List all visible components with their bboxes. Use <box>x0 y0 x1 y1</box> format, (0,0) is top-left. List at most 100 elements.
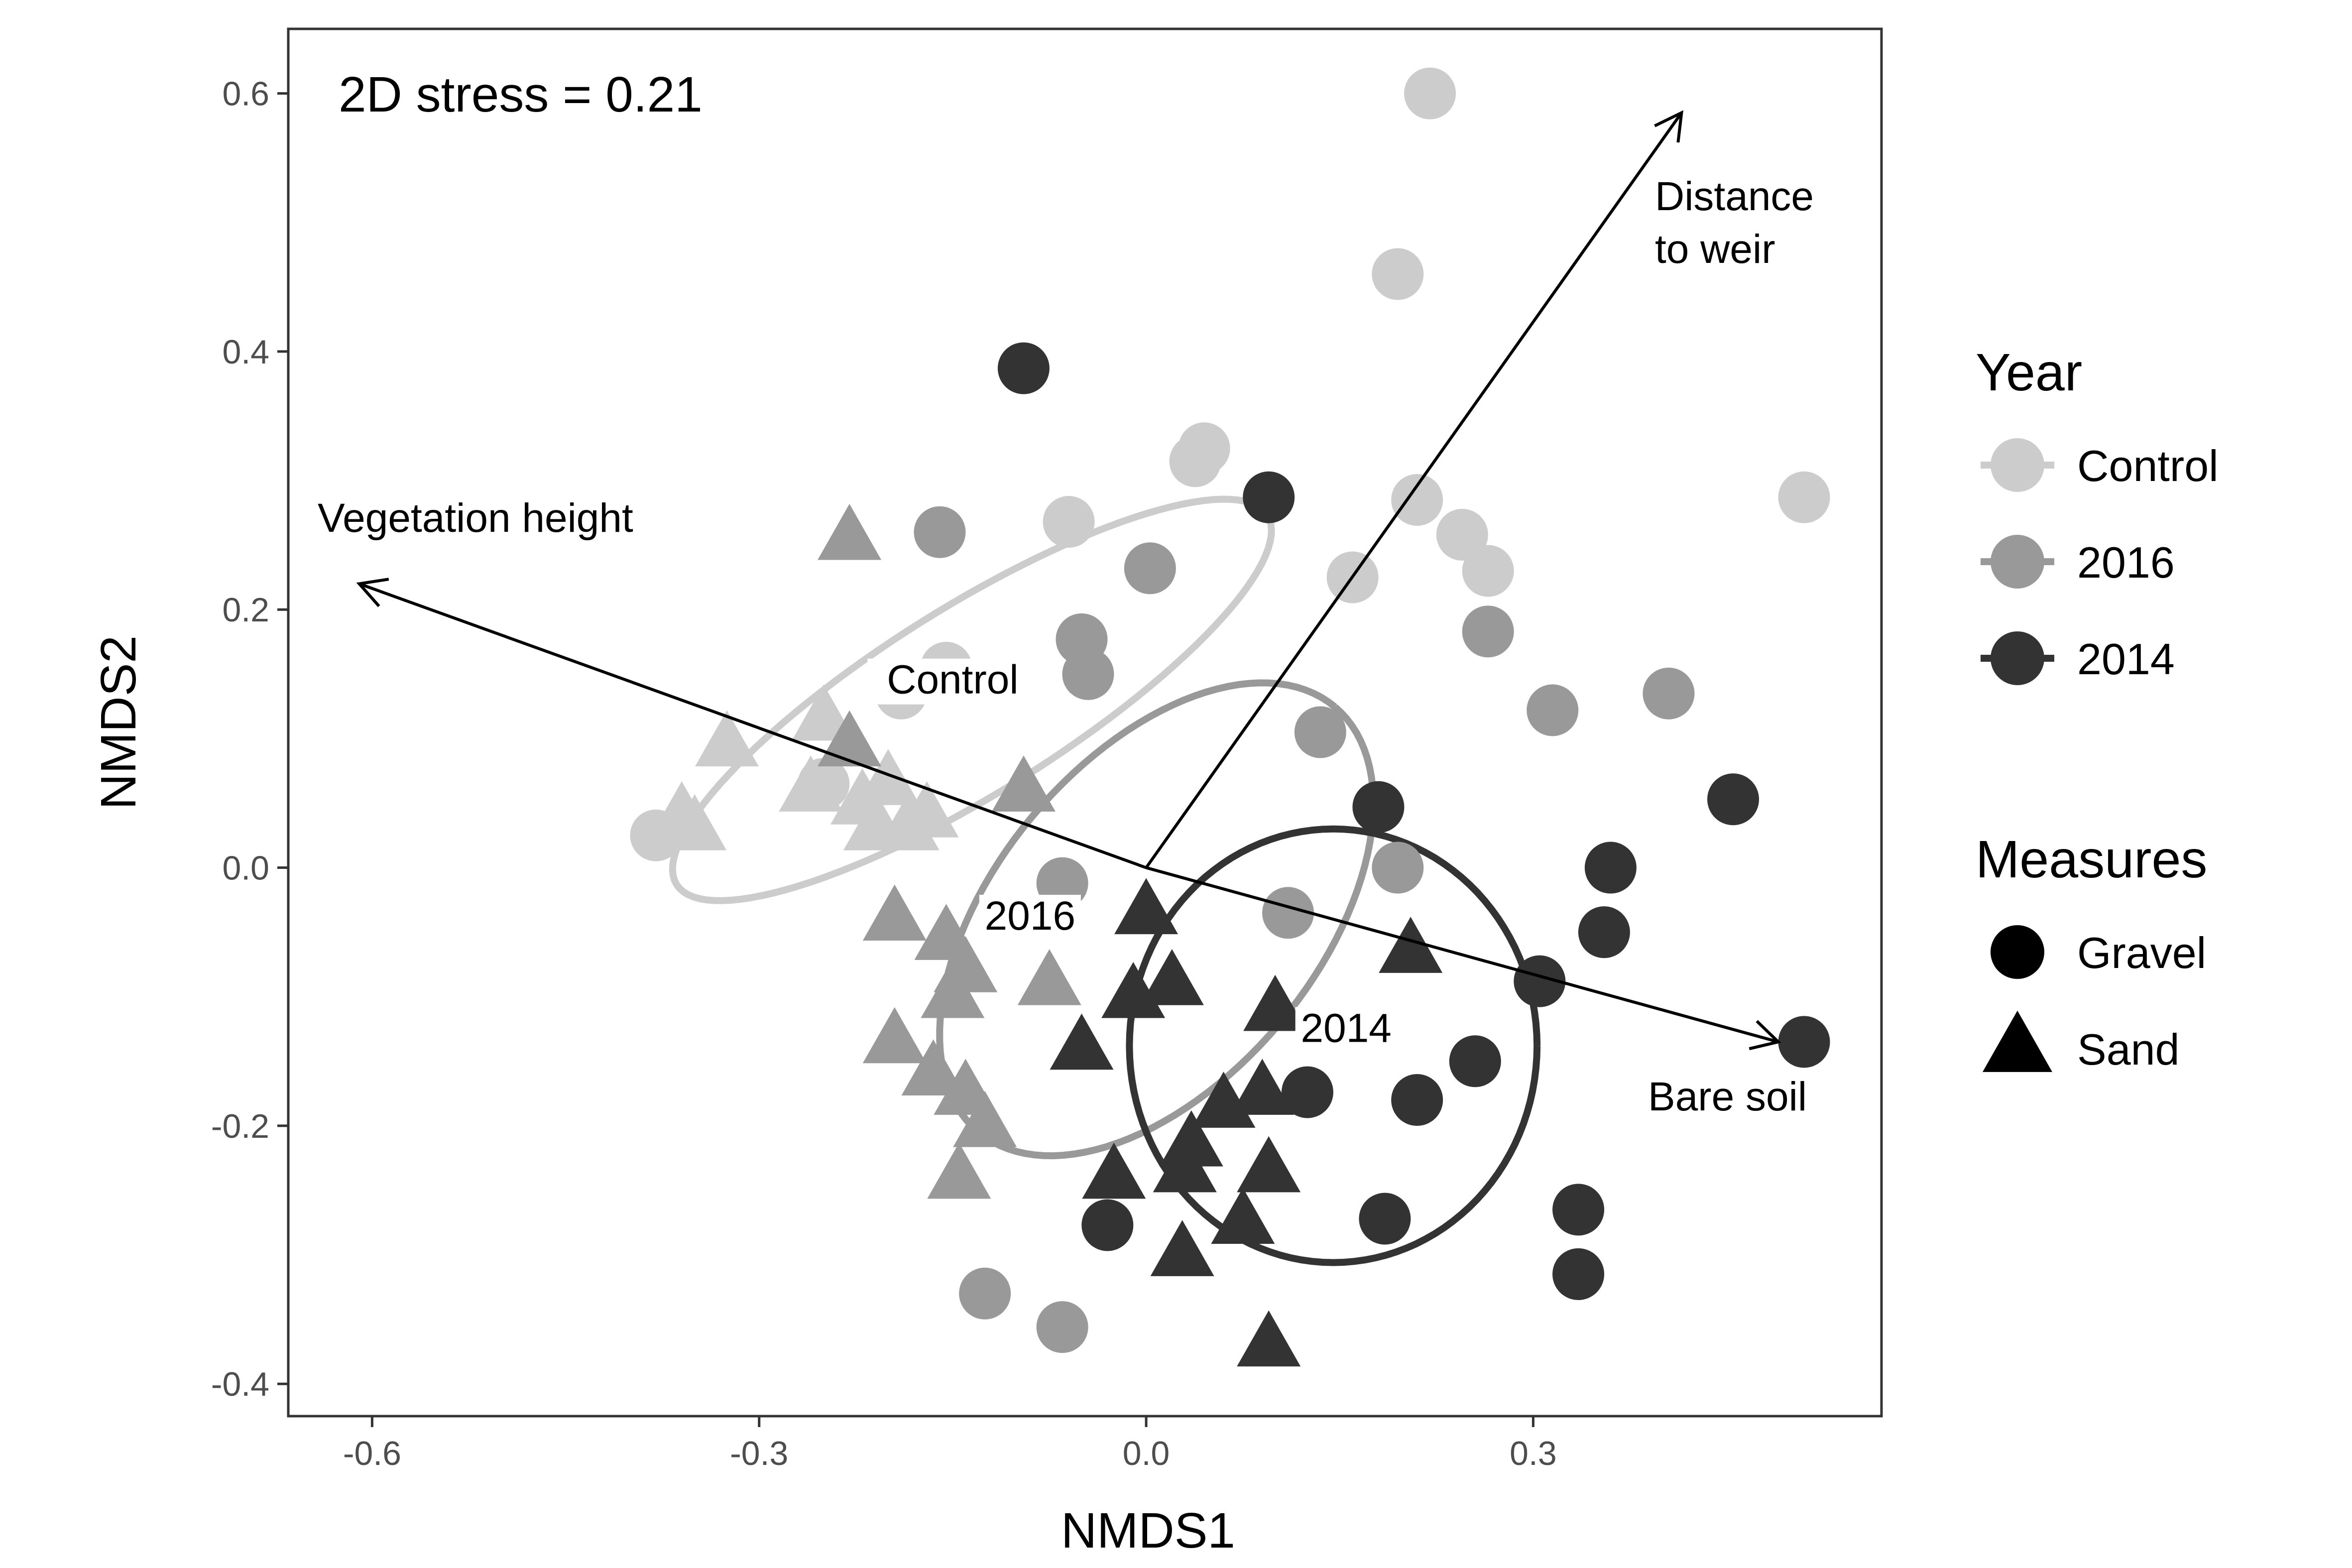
x-axis-title: NMDS1 <box>1061 1503 1235 1559</box>
point-y2014-sand <box>1159 1110 1223 1167</box>
ellipse-label-bg <box>867 658 1038 705</box>
point-y2016-sand <box>991 755 1056 812</box>
point-y2016-sand <box>818 710 882 767</box>
point-control-gravel <box>1043 496 1095 548</box>
point-y2016-sand <box>1017 949 1081 1005</box>
point-y2016-sand <box>927 1142 991 1199</box>
point-y2014-gravel <box>1552 1248 1605 1300</box>
legend-label: 2016 <box>2077 538 2175 587</box>
point-y2014-sand <box>1050 1013 1114 1070</box>
vector-arrowhead <box>1654 110 1684 143</box>
point-y2016-sand <box>862 884 927 941</box>
point-control-gravel <box>1391 474 1443 526</box>
x-tick-label: -0.6 <box>343 1435 401 1472</box>
point-y2014-sand <box>1379 917 1443 973</box>
ellipse-y2014 <box>1126 825 1541 1266</box>
y-tick-label: 0.6 <box>222 75 269 113</box>
y-tick-label: 0.4 <box>222 333 269 371</box>
point-y2016-gravel <box>1262 887 1314 939</box>
point-y2016-gravel <box>1527 684 1579 736</box>
point-y2014-gravel <box>997 342 1050 394</box>
point-y2014-sand <box>1101 962 1166 1018</box>
legend-title-measures: Measures <box>1976 830 2207 889</box>
y-tick-label: 0.2 <box>222 591 269 629</box>
legend-title-year: Year <box>1976 343 2082 402</box>
legend-key-circle <box>1991 631 2044 685</box>
point-y2014-gravel <box>1778 1016 1830 1068</box>
point-y2014-sand <box>1153 1136 1217 1193</box>
point-y2016-sand <box>862 1007 927 1064</box>
vector-label: Vegetation height <box>318 495 633 541</box>
ellipse-label-y2014: 2014 <box>1300 1005 1391 1051</box>
point-y2014-gravel <box>1552 1184 1605 1236</box>
legend: Year Control 2016 2014 Measures Gravel Sand <box>1976 343 2219 1074</box>
legend-key-circle <box>1991 438 2044 492</box>
legend-key-circle <box>1991 925 2044 979</box>
legend-item-y2016: 2016 <box>1981 535 2175 589</box>
vector-line <box>1145 112 1683 869</box>
point-y2014-gravel <box>1243 471 1295 523</box>
legend-item-sand: Sand <box>1983 1010 2180 1074</box>
point-control-sand <box>663 794 727 850</box>
point-control-sand <box>856 749 920 805</box>
legend-item-y2014: 2014 <box>1981 631 2175 685</box>
point-y2014-sand <box>1140 949 1204 1005</box>
legend-item-control: Control <box>1981 438 2219 492</box>
y-axis-title: NMDS2 <box>91 635 146 810</box>
ellipse-labels-layer: Control 2016 2014 <box>867 657 1397 1053</box>
x-tick-label: -0.3 <box>730 1435 788 1472</box>
legend-label: Gravel <box>2077 928 2206 977</box>
vector-label: to weir <box>1655 227 1775 272</box>
y-tick-label: 0.0 <box>222 849 269 887</box>
y-axis: 0.6 0.4 0.2 0.0 -0.2 -0.4 <box>211 75 288 1403</box>
point-y2016-gravel <box>914 506 966 558</box>
point-y2014-sand <box>1230 1059 1294 1115</box>
point-control-sand <box>843 794 907 850</box>
vector-arrowhead <box>356 578 389 607</box>
point-y2014-gravel <box>1584 842 1637 894</box>
point-y2016-sand <box>921 962 985 1018</box>
legend-key-circle <box>1991 535 2044 589</box>
point-control-sand <box>792 684 856 741</box>
x-tick-label: 0.0 <box>1123 1435 1170 1472</box>
point-y2014-gravel <box>1707 773 1760 826</box>
stress-annotation: 2D stress = 0.21 <box>339 67 703 122</box>
point-y2016-gravel <box>1124 542 1176 595</box>
vector-line <box>358 582 1147 869</box>
vector-line <box>1146 866 1779 1044</box>
vectors-layer: Distance to weir Vegetation height Bare soi… <box>318 110 1814 1119</box>
legend-label: 2014 <box>2077 634 2175 684</box>
ellipse-label-y2016: 2016 <box>985 893 1075 939</box>
point-y2014-gravel <box>1081 1199 1134 1251</box>
point-y2016-gravel <box>1294 706 1346 758</box>
point-y2016-sand <box>901 1039 965 1096</box>
y-tick-label: -0.4 <box>211 1365 269 1403</box>
point-control-gravel <box>1372 248 1424 300</box>
plot-border <box>287 27 1883 1418</box>
point-y2016-gravel <box>959 1267 1011 1320</box>
point-y2016-sand <box>953 1091 1017 1147</box>
point-y2014-sand <box>1243 974 1307 1031</box>
point-y2014-gravel <box>1391 1074 1443 1126</box>
point-control-gravel <box>1462 545 1514 597</box>
point-y2014-gravel <box>1352 781 1405 833</box>
vector-2: Bare soil <box>1146 866 1807 1119</box>
vector-1: Vegetation height <box>318 495 1147 869</box>
legend-years: Control 2016 2014 <box>1981 438 2219 685</box>
point-y2014-sand <box>1237 1310 1301 1367</box>
vector-label: Distance <box>1655 174 1814 219</box>
vector-arrowhead <box>1749 1020 1781 1051</box>
point-y2016-gravel <box>1036 1301 1088 1353</box>
x-axis: -0.6 -0.3 0.0 0.3 <box>343 1416 1557 1472</box>
legend-label: Control <box>2077 441 2219 490</box>
legend-item-gravel: Gravel <box>1991 925 2206 979</box>
point-y2014-sand <box>1211 1188 1275 1244</box>
panel-background <box>288 29 1882 1416</box>
legend-measures: Gravel Sand <box>1983 925 2206 1074</box>
legend-key-triangle <box>1983 1010 2052 1072</box>
point-control-sand <box>695 710 759 767</box>
point-control-gravel <box>1778 471 1830 523</box>
ellipse-label-bg <box>979 894 1081 941</box>
point-y2016-gravel <box>1062 648 1114 700</box>
